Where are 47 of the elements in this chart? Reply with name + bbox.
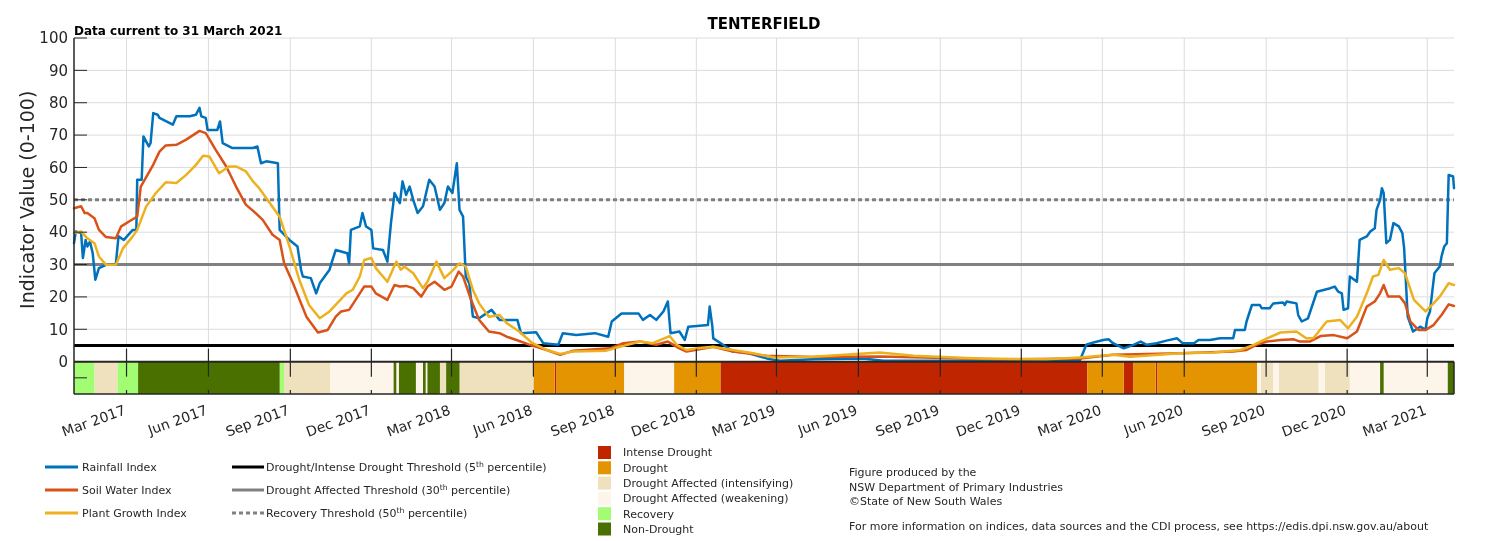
x-tick-label: Jun 2020 (1120, 401, 1186, 439)
x-tick-label: Mar 2019 (709, 401, 778, 440)
y-tick-label: 60 (48, 158, 68, 177)
legend-label: Drought/Intense Drought Threshold (5$^{th}$ percentile) (266, 459, 547, 474)
text: Figure produced by the (849, 466, 977, 479)
legend-label: Soil Water Index (82, 483, 173, 497)
legend-label: Drought Affected (weakening) (623, 492, 789, 506)
legend-label: Drought Affected (intensifying) (623, 476, 794, 490)
legend-label: Plant Growth Index (82, 506, 188, 520)
x-tick-label: Mar 2020 (1035, 401, 1104, 440)
y-axis-title: Indicator Value (0-100) (16, 90, 38, 309)
legend-label: Non-Drought (623, 522, 695, 536)
y-tick-label: 20 (48, 288, 68, 307)
y-tick-label: 80 (48, 93, 68, 112)
legend-label: Recovery Threshold (50$^{th}$ percentile) (266, 505, 468, 520)
text: For more information on indices, data sources and the CDI process, see https://edis.dpi.nsw.gov.au/about (849, 520, 1430, 533)
legend-label: Recovery (623, 507, 675, 521)
annotation: Data current to 31 March 2021 (74, 24, 283, 38)
x-tick-label: Mar 2017 (59, 401, 128, 440)
x-tick-label: Mar 2018 (384, 401, 453, 440)
y-tick-label: 90 (48, 61, 68, 80)
y-tick-label: 30 (48, 255, 68, 274)
x-tick-label: Dec 2020 (1279, 401, 1349, 440)
legend-label: Drought Affected Threshold (30$^{th}$ percentile) (266, 482, 511, 497)
x-tick-label: Sep 2017 (223, 401, 292, 440)
x-tick-label: Jun 2017 (144, 401, 210, 439)
x-tick-label: Dec 2017 (303, 401, 373, 440)
text: NSW Department of Primary Industries (849, 480, 1064, 494)
y-tick-label: 40 (48, 223, 68, 242)
y-tick-label: 100 (39, 29, 68, 48)
x-tick-label: Dec 2018 (628, 401, 698, 440)
y-tick-label: 70 (48, 126, 68, 145)
x-tick-label: Sep 2019 (873, 401, 942, 440)
x-tick-label: Jun 2018 (469, 401, 535, 439)
x-tick-label: Dec 2019 (953, 401, 1023, 440)
x-tick-label: Jun 2019 (794, 401, 860, 439)
y-tick-label: 10 (48, 320, 68, 339)
y-tick-label: 0 (58, 352, 68, 371)
text: ©State of New South Wales (849, 495, 1003, 508)
legend-label: Rainfall Index (82, 460, 158, 474)
legend-label: Intense Drought (623, 446, 713, 460)
x-tick-label: Sep 2020 (1199, 401, 1268, 440)
y-tick-label: 50 (48, 191, 68, 210)
chart-title: TENTERFIELD (707, 15, 821, 33)
legend-label: Drought (623, 461, 669, 475)
x-tick-label: Sep 2018 (548, 401, 617, 440)
x-tick-label: Mar 2021 (1360, 401, 1429, 440)
